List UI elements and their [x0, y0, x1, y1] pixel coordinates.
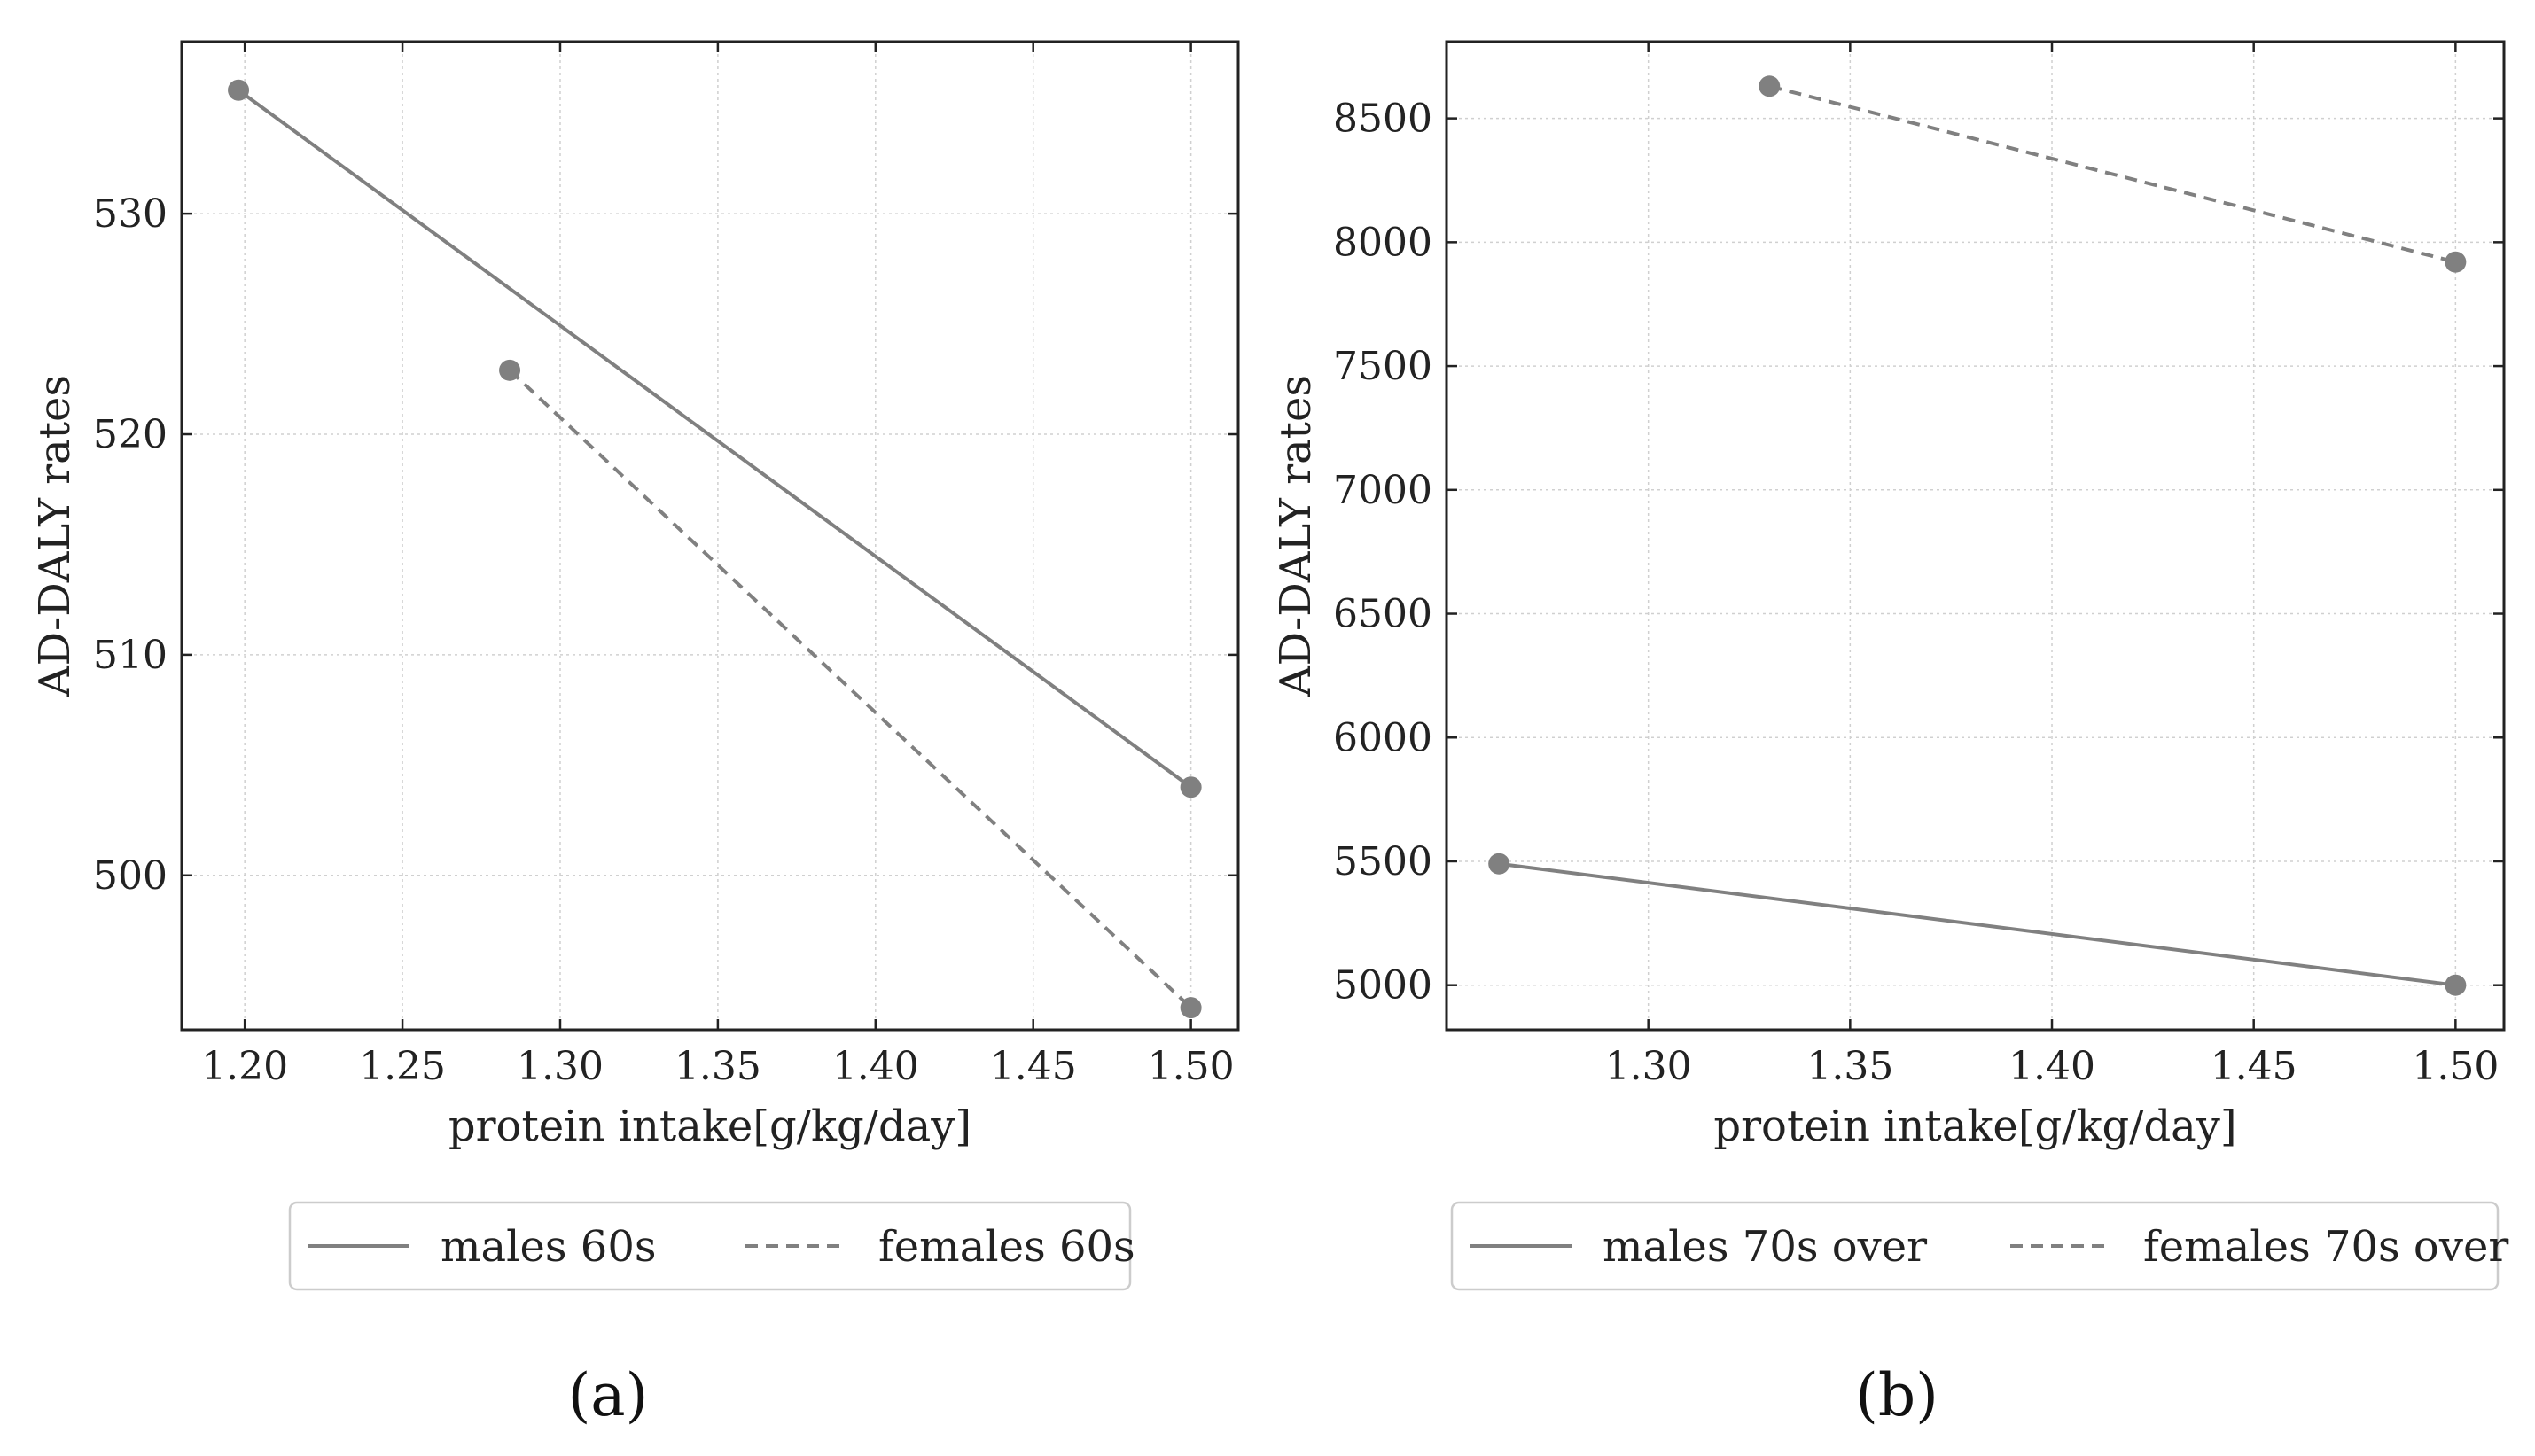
panel-b-xtick-label-1: 1.35 [1806, 1044, 1893, 1089]
panel-a-xtick-label-5: 1.45 [990, 1044, 1077, 1089]
panel-b-ytick-label-4: 7000 [1333, 468, 1432, 513]
panel-b-legend-box [1450, 1201, 2500, 1291]
panel-b-x-axis-label: protein intake[g/kg/day] [1713, 1102, 2236, 1151]
panel-a-series-line-0 [237, 89, 1192, 789]
panel-a-legend: males 60s females 60s [288, 1201, 1135, 1291]
panel-a-series-0-point-1 [1180, 776, 1202, 798]
panel-b-xtick-label-2: 1.40 [2008, 1044, 2095, 1089]
panel-b-legend-label-females-70s-over: females 70s over [2143, 1222, 2508, 1272]
panel-a-series-1-point-0 [499, 359, 521, 381]
panel-b-series-0-point-0 [1488, 853, 1510, 875]
panel-b-ytick-label-7: 8500 [1333, 97, 1432, 142]
panel-a-legend-label-males-60s: males 60s [441, 1222, 657, 1272]
panel-a-xtick-label-3: 1.35 [675, 1044, 761, 1089]
panel-b-series-line-1 [1768, 84, 2456, 264]
panel-b-ytick-label-2: 6000 [1333, 715, 1432, 760]
panel-a-xtick-label-1: 1.25 [359, 1044, 446, 1089]
panel-b-x-axis: 1.30 1.35 1.40 1.45 1.50 [1605, 42, 2499, 1089]
panel-a-caption: (a) [568, 1361, 649, 1429]
panel-a-ytick-label-2: 520 [93, 412, 168, 457]
panel-a: 1.20 1.25 1.30 1.35 1.40 1.45 1.50 500 510 520 53… [30, 40, 1240, 1429]
panel-b-series-1-point-1 [2445, 251, 2467, 273]
panel-b-grid [1447, 42, 2504, 1030]
panel-a-ytick-label-1: 510 [93, 633, 168, 678]
panel-b-ytick-label-1: 5500 [1333, 839, 1432, 884]
panel-b-series-0-point-1 [2445, 974, 2467, 996]
panel-b-ytick-label-0: 5000 [1333, 963, 1432, 1008]
panel-b-caption: (b) [1855, 1361, 1938, 1429]
panel-a-y-axis-label: AD-DALY rates [30, 375, 80, 697]
panel-b-series-line-0 [1498, 861, 2456, 987]
panel-a-grid [182, 42, 1238, 1030]
panel-b-xtick-label-3: 1.45 [2211, 1044, 2297, 1089]
panel-a-series-0-point-0 [228, 79, 250, 101]
panel-a-xtick-label-0: 1.20 [201, 1044, 288, 1089]
panel-a-x-axis: 1.20 1.25 1.30 1.35 1.40 1.45 1.50 [201, 42, 1235, 1089]
panel-b-y-axis-label: AD-DALY rates [1271, 375, 1321, 697]
panel-b-ytick-label-5: 7500 [1333, 344, 1432, 389]
panel-a-xtick-label-4: 1.40 [832, 1044, 919, 1089]
panel-a-plot-frame [180, 40, 1240, 1032]
panel-b-ytick-label-3: 6500 [1333, 592, 1432, 637]
panel-b-series-1-point-0 [1759, 75, 1781, 97]
panel-b-xtick-label-4: 1.50 [2412, 1044, 2499, 1089]
panel-a-series [228, 79, 1202, 1019]
panel-b-plot-frame [1445, 40, 2506, 1032]
panel-a-series-1-point-1 [1180, 997, 1202, 1019]
panel-b: 1.30 1.35 1.40 1.45 1.50 5000 5500 6000 6500 700… [1271, 40, 2508, 1429]
panel-a-series-line-1 [508, 369, 1192, 1009]
panel-a-xtick-label-2: 1.30 [517, 1044, 604, 1089]
panel-a-y-axis: 500 510 520 530 [93, 191, 1238, 899]
panel-a-ytick-label-0: 500 [93, 853, 168, 899]
panel-b-series [1488, 75, 2467, 996]
panel-a-legend-box [288, 1201, 1132, 1291]
panel-b-legend: males 70s over females 70s over [1450, 1201, 2508, 1291]
panel-b-ytick-label-6: 8000 [1333, 220, 1432, 265]
panel-b-xtick-label-0: 1.30 [1605, 1044, 1692, 1089]
panel-a-x-axis-label: protein intake[g/kg/day] [448, 1102, 971, 1151]
panel-a-ytick-label-3: 530 [93, 191, 168, 237]
panel-a-legend-label-females-60s: females 60s [878, 1222, 1135, 1272]
panel-b-legend-label-males-70s-over: males 70s over [1603, 1222, 1927, 1272]
panel-b-y-axis: 5000 5500 6000 6500 7000 7500 8000 8500 [1333, 97, 2504, 1008]
panel-a-xtick-label-6: 1.50 [1148, 1044, 1235, 1089]
